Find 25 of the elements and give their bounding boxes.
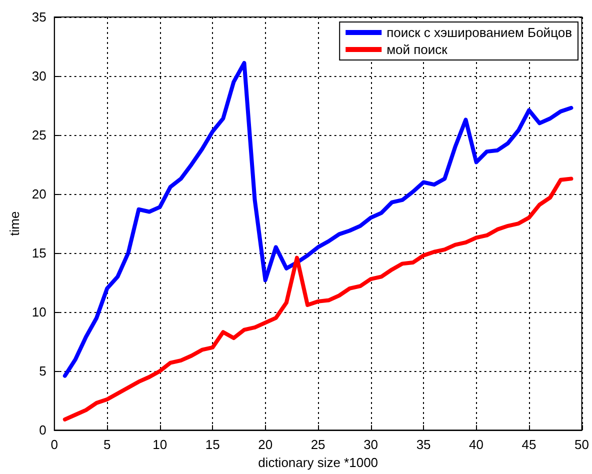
y-tick-label: 10: [32, 304, 46, 320]
x-tick-label: 50: [574, 437, 590, 452]
line-series: [62, 61, 574, 378]
y-tick-label: 5: [39, 364, 46, 379]
y-tick-label: 30: [32, 68, 46, 84]
y-tick-label: 25: [32, 128, 46, 143]
y-tick-label: 20: [32, 186, 46, 202]
x-tick-label: 0: [50, 437, 58, 452]
line-series: [62, 176, 574, 422]
x-axis-title: dictionary size *1000: [258, 455, 378, 470]
x-tick-label: 30: [364, 437, 378, 452]
x-tick-label: 25: [310, 437, 326, 452]
x-tick-label: 10: [152, 437, 168, 452]
x-tick-label: 5: [103, 437, 111, 452]
y-tick-label: 0: [39, 422, 46, 438]
x-tick-label: 20: [258, 437, 273, 452]
y-axis-title: time: [7, 211, 22, 236]
x-tick-label: 45: [522, 437, 536, 452]
x-tick-label: 35: [416, 437, 431, 452]
y-tick-label: 35: [32, 10, 46, 24]
legend-label: мой поиск: [386, 42, 448, 57]
legend-label: поиск с хэшированием Бойцов: [386, 25, 572, 40]
x-tick-label: 15: [205, 437, 220, 452]
y-tick-label: 15: [32, 246, 46, 261]
x-tick-label: 40: [469, 437, 484, 452]
